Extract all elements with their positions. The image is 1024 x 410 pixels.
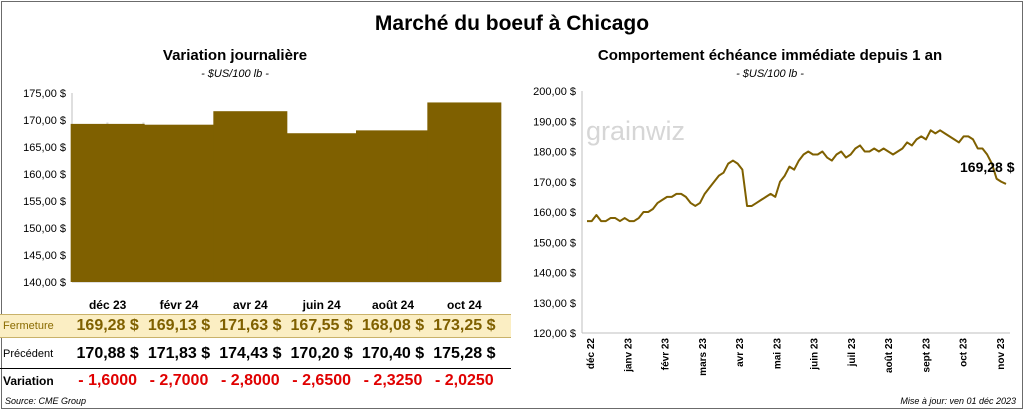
bar xyxy=(213,111,288,282)
bar xyxy=(70,123,145,282)
right-chart-subtitle: - $US/100 lb - xyxy=(736,68,804,80)
previous-value-cell: 170,40 $ xyxy=(361,345,425,362)
update-note: Mise à jour: ven 01 déc 2023 xyxy=(900,396,1016,406)
line-x-tick-label: août 23 xyxy=(884,338,895,373)
previous-value-cell: 174,43 $ xyxy=(219,345,282,362)
close-value-cell: 171,63 $ xyxy=(219,317,282,334)
bar xyxy=(142,124,216,282)
bar-x-tick-label: juin 24 xyxy=(302,298,341,312)
line-y-tick-label: 130,00 $ xyxy=(533,298,576,310)
line-x-tick-label: mai 23 xyxy=(772,338,783,370)
close-value-cell: 169,28 $ xyxy=(76,317,139,334)
line-x-tick-label: févr 23 xyxy=(661,338,672,371)
bar xyxy=(284,133,359,282)
line-y-tick-label: 170,00 $ xyxy=(533,177,576,189)
previous-row: Précédent 170,88 $ 171,83 $ 174,43 $ 170,20… xyxy=(0,342,511,366)
close-value-cell: 168,08 $ xyxy=(361,317,425,334)
close-row-label: Fermeture xyxy=(3,320,54,332)
bar-x-tick-label: oct 24 xyxy=(446,298,482,312)
line-x-tick-label: mars 23 xyxy=(698,338,709,376)
variation-row-label: Variation xyxy=(3,373,54,388)
line-y-tick-label: 140,00 $ xyxy=(533,268,576,280)
variation-value-cell: - 2,3250 xyxy=(363,371,423,389)
variation-value-cell: - 1,6000 xyxy=(78,371,138,389)
variation-value-cell: - 2,6500 xyxy=(292,371,352,389)
bar-y-tick-label: 145,00 $ xyxy=(23,250,66,262)
close-value-cell: 167,55 $ xyxy=(290,317,353,334)
close-value-cell: 173,25 $ xyxy=(433,317,496,334)
line-x-tick-label: janv 23 xyxy=(623,338,634,373)
last-price-label: 169,28 $ xyxy=(960,159,1015,175)
line-y-tick-label: 160,00 $ xyxy=(533,207,576,219)
bar-x-tick-label: févr 24 xyxy=(159,298,199,312)
left-chart-subtitle: - $US/100 lb - xyxy=(201,68,269,80)
line-x-tick-label: juil 23 xyxy=(847,338,858,368)
main-title: Marché du boeuf à Chicago xyxy=(374,12,650,35)
close-value-cell: 169,13 $ xyxy=(147,317,211,334)
variation-value-cell: - 2,0250 xyxy=(434,371,494,389)
previous-value-cell: 170,20 $ xyxy=(290,345,353,362)
watermark-logo: grainwiz xyxy=(586,116,685,146)
previous-value-cell: 170,88 $ xyxy=(76,345,139,362)
bar-x-tick-label: avr 24 xyxy=(232,298,268,312)
line-x-tick-label: avr 23 xyxy=(735,338,746,367)
line-x-tick-label: oct 23 xyxy=(959,338,970,367)
line-y-tick-label: 190,00 $ xyxy=(533,116,576,128)
variation-value-cell: - 2,8000 xyxy=(220,371,280,389)
line-x-tick-label: juin 23 xyxy=(810,338,821,371)
line-x-tick-label: nov 23 xyxy=(996,338,1007,370)
bar-y-tick-label: 150,00 $ xyxy=(23,223,66,235)
right-chart-title: Comportement échéance immédiate depuis 1… xyxy=(597,47,943,64)
previous-value-cell: 171,83 $ xyxy=(147,345,211,362)
previous-row-label: Précédent xyxy=(3,348,54,360)
bar xyxy=(427,102,502,282)
bar-x-tick-label: déc 23 xyxy=(88,298,127,312)
bar-y-tick-label: 175,00 $ xyxy=(23,88,66,100)
variation-row: Variation - 1,6000 - 2,7000 - 2,8000 - 2,65… xyxy=(0,368,511,392)
close-row: Fermeture 169,28 $ 169,13 $ 171,63 $ 167,55… xyxy=(0,314,511,338)
bar-y-tick-label: 170,00 $ xyxy=(23,115,66,127)
bar-y-tick-label: 160,00 $ xyxy=(23,169,66,181)
bar-x-tick-label: août 24 xyxy=(371,298,414,312)
bar xyxy=(356,130,430,282)
bar-y-tick-label: 155,00 $ xyxy=(23,196,66,208)
line-x-tick-label: déc 22 xyxy=(586,338,597,370)
line-x-tick-label: sept 23 xyxy=(921,338,932,373)
line-y-tick-label: 200,00 $ xyxy=(533,86,576,98)
line-chart: 120,00 $ 130,00 $ 140,00 $ 150,00 $ 160,00 $… xyxy=(533,86,1015,376)
previous-value-cell: 175,28 $ xyxy=(433,345,496,362)
bar-chart: 140,00 $ 145,00 $ 150,00 $ 155,00 $ 160,00 $… xyxy=(23,88,502,289)
line-y-tick-label: 150,00 $ xyxy=(533,237,576,249)
variation-value-cell: - 2,7000 xyxy=(149,371,209,389)
bar-y-tick-label: 140,00 $ xyxy=(23,277,66,289)
bar-y-tick-label: 165,00 $ xyxy=(23,142,66,154)
line-y-tick-label: 120,00 $ xyxy=(533,328,576,340)
left-chart-title: Variation journalière xyxy=(162,47,308,64)
source-note: Source: CME Group xyxy=(5,396,87,406)
price-series-line xyxy=(587,129,1007,223)
line-y-tick-label: 180,00 $ xyxy=(533,147,576,159)
